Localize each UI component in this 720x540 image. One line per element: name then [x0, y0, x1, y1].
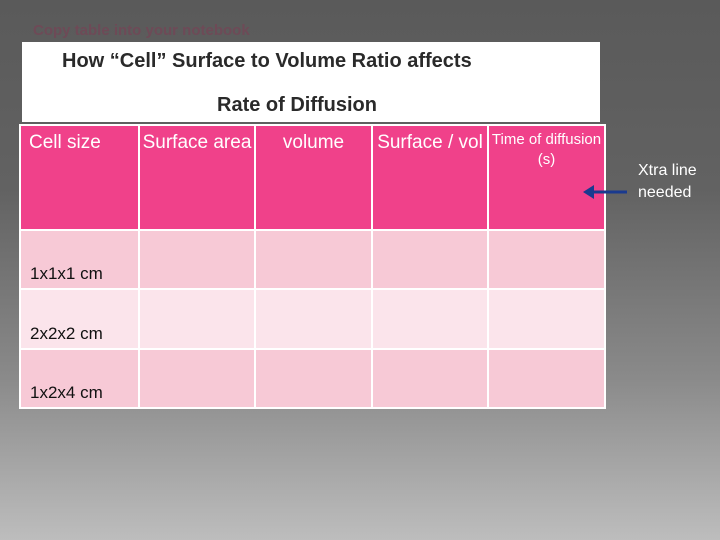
data-table: Cell size Surface area volume Surface / …: [19, 124, 606, 410]
empty-cell: [254, 347, 373, 410]
table-row: 1x1x1 cm: [19, 228, 606, 291]
header-label: Cell size: [29, 132, 101, 153]
empty-cell: [254, 288, 373, 350]
empty-cell: [138, 288, 256, 350]
header-label: Surface area: [142, 132, 252, 153]
empty-cell: [254, 228, 373, 291]
header-label: Time of diffusion (s): [491, 131, 602, 168]
header-label: Surface / vol: [377, 132, 483, 153]
table-row: 1x2x4 cm: [19, 347, 606, 410]
left-arrow-icon: [583, 185, 627, 199]
title-line-1: How “Cell” Surface to Volume Ratio affec…: [62, 50, 472, 72]
empty-cell: [487, 288, 606, 350]
header-label: volume: [282, 132, 345, 153]
empty-cell: [138, 228, 256, 291]
header-volume: volume: [254, 124, 373, 231]
table-row: 2x2x2 cm: [19, 288, 606, 350]
title-box: How “Cell” Surface to Volume Ratio affec…: [22, 42, 600, 122]
header-cell-size: Cell size: [19, 124, 140, 231]
row-label-cell: 1x2x4 cm: [19, 347, 140, 410]
note-line-2: needed: [638, 184, 692, 201]
row-label: 1x2x4 cm: [30, 383, 103, 402]
empty-cell: [371, 288, 489, 350]
empty-cell: [371, 228, 489, 291]
header-surface-vol: Surface / vol: [371, 124, 489, 231]
row-label-cell: 2x2x2 cm: [19, 288, 140, 350]
header-row: Cell size Surface area volume Surface / …: [19, 124, 606, 231]
header-time-diffusion: Time of diffusion (s): [487, 124, 606, 231]
extra-line-note: Xtra line needed: [638, 160, 697, 204]
row-label: 2x2x2 cm: [30, 323, 103, 343]
note-line-1: Xtra line: [638, 162, 697, 179]
empty-cell: [371, 347, 489, 410]
empty-cell: [487, 347, 606, 410]
instruction-text: Copy table into your notebook: [33, 22, 250, 39]
row-label-cell: 1x1x1 cm: [19, 228, 140, 291]
header-surface-area: Surface area: [138, 124, 256, 231]
empty-cell: [487, 228, 606, 291]
empty-cell: [138, 347, 256, 410]
row-label: 1x1x1 cm: [30, 264, 103, 284]
title-line-2: Rate of Diffusion: [217, 94, 377, 116]
